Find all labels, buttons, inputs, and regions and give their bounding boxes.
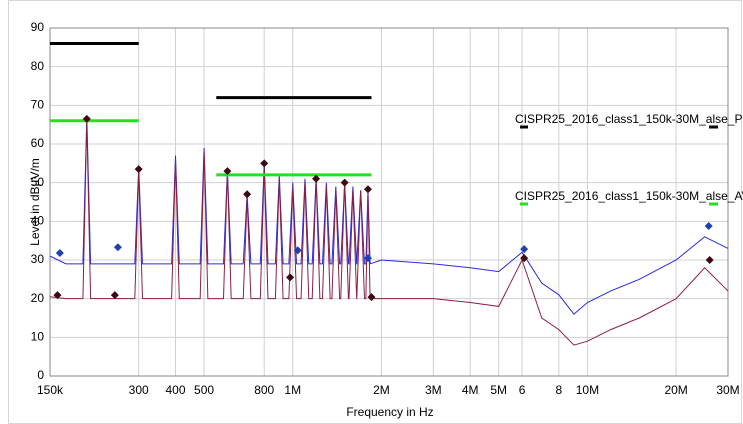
x-tick-label: 6 [519, 383, 526, 397]
y-tick-label: 10 [31, 330, 45, 344]
marker [705, 256, 714, 264]
x-tick-label: 2M [373, 383, 390, 397]
marker [113, 243, 122, 252]
marker [367, 293, 376, 302]
y-tick-label: 70 [31, 98, 45, 112]
marker [520, 254, 529, 263]
marker [53, 291, 62, 300]
x-tick-label: 150k [37, 383, 64, 397]
x-tick-label: 400 [165, 383, 185, 397]
y-tick-label: 0 [37, 368, 44, 382]
chart-frame [8, 0, 742, 424]
x-tick-label: 1M [284, 383, 301, 397]
marker [110, 291, 119, 300]
x-tick-label: 500 [194, 383, 214, 397]
y-tick-label: 20 [31, 291, 45, 305]
x-tick-label: 800 [254, 383, 274, 397]
marker [82, 114, 91, 123]
y-tick-label: 30 [31, 252, 45, 266]
x-axis-label: Frequency in Hz [346, 405, 433, 419]
marker [312, 174, 321, 183]
limit-label: CISPR25_2016_class1_150k-30M_alse_PK [515, 112, 743, 126]
marker [243, 190, 252, 199]
marker [55, 249, 64, 258]
marker [363, 254, 372, 263]
x-tick-label: 20M [664, 383, 687, 397]
y-tick-label: 80 [31, 59, 45, 73]
y-tick-label: 50 [31, 175, 45, 189]
x-tick-label: 5M [490, 383, 507, 397]
x-tick-label: 10M [576, 383, 599, 397]
y-tick-label: 60 [31, 136, 45, 150]
y-tick-label: 40 [31, 214, 45, 228]
marker [340, 178, 349, 187]
marker [293, 246, 302, 255]
x-tick-label: 300 [129, 383, 149, 397]
y-tick-label: 90 [31, 20, 45, 34]
x-tick-label: 8 [556, 383, 563, 397]
marker [223, 167, 232, 176]
marker [520, 245, 529, 254]
limit-label: CISPR25_2016_class1_150k-30M_alse_AV [515, 189, 743, 203]
x-tick-label: 4M [462, 383, 479, 397]
marker [260, 159, 269, 168]
marker [286, 273, 295, 282]
y-axis-label: Level in dBµV/m [28, 158, 42, 246]
plot-border [49, 27, 729, 377]
marker [704, 221, 713, 230]
x-tick-label: 30M [716, 383, 739, 397]
marker [363, 185, 372, 194]
marker [134, 165, 143, 174]
x-tick-label: 3M [425, 383, 442, 397]
